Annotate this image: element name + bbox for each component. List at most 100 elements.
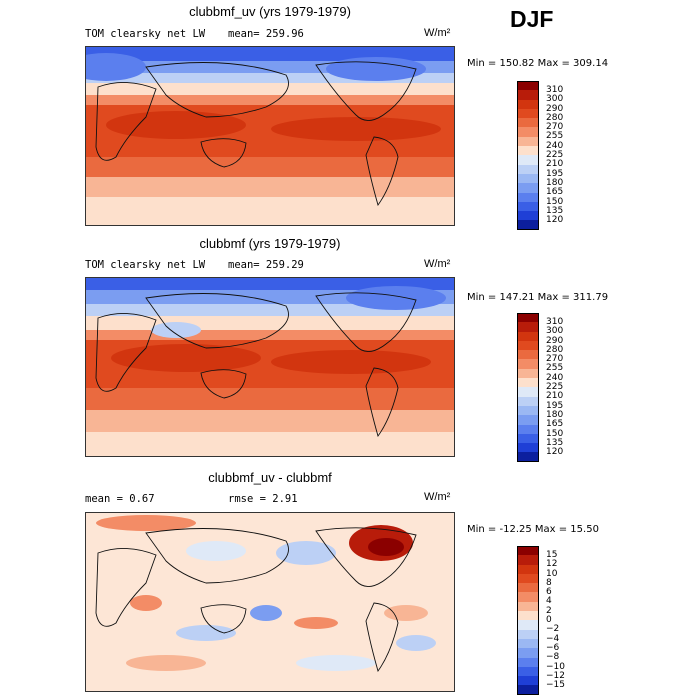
colorbar-swatch: [517, 676, 539, 686]
colorbar-tick-label: 6: [546, 587, 552, 598]
colorbar-tick-label: 195: [546, 400, 564, 411]
colorbar-tick-label: 270: [546, 122, 564, 133]
colorbar-swatch: [517, 90, 539, 100]
colorbar-swatch: [517, 666, 539, 677]
colorbar-swatch: [517, 433, 539, 444]
colorbar-swatch: [517, 211, 539, 221]
colorbar-tick-label: 120: [546, 215, 564, 226]
colorbar-tick-label: −4: [546, 633, 560, 644]
colorbar-swatch: [517, 592, 539, 602]
colorbar-swatch: [517, 192, 539, 202]
panel-3-colorbar: [517, 546, 539, 695]
colorbar-swatch: [517, 601, 539, 612]
panel-3-units: W/m²: [424, 491, 451, 503]
colorbar-swatch: [517, 99, 539, 109]
colorbar-swatch: [517, 164, 539, 174]
panel-2-units: W/m²: [424, 258, 451, 270]
colorbar-tick-label: 300: [546, 326, 564, 337]
colorbar-tick-label: 210: [546, 159, 564, 170]
panel-3-rmse-label: rmse = 2.91: [228, 493, 298, 505]
panel-1-colorbar: [517, 81, 539, 230]
colorbar-tick-label: 165: [546, 187, 564, 198]
colorbar-tick-label: 135: [546, 437, 564, 448]
colorbar-tick-label: 180: [546, 409, 564, 420]
colorbar-swatch: [517, 555, 539, 565]
panel-2-colorbar: [517, 313, 539, 462]
colorbar-tick-label: 225: [546, 382, 564, 393]
colorbar-swatch: [517, 629, 539, 639]
panel-1-map: [85, 46, 455, 226]
colorbar-tick-label: −12: [546, 670, 565, 681]
panel-3-map-svg: [86, 513, 454, 691]
panel-3-colorbar-ticks: 15 12 10 8 6 4 2 0 −2 −4 −6 −8 −10 −12 −15: [546, 550, 565, 691]
colorbar-swatch: [517, 108, 539, 119]
colorbar-swatch: [517, 331, 539, 341]
colorbar-swatch: [517, 220, 539, 230]
colorbar-swatch: [517, 452, 539, 462]
panel-1-map-svg: [86, 47, 454, 225]
colorbar-tick-label: −8: [546, 652, 560, 663]
colorbar-swatch: [517, 396, 539, 406]
colorbar-tick-label: 195: [546, 168, 564, 179]
colorbar-tick-label: 280: [546, 112, 564, 123]
colorbar-swatch: [517, 405, 539, 416]
colorbar-swatch: [517, 415, 539, 425]
panel-2-mean-label: mean= 259.29: [228, 259, 304, 271]
colorbar-tick-label: 8: [546, 577, 552, 588]
panel-1-mean-label: mean= 259.96: [228, 28, 304, 40]
colorbar-swatch: [517, 424, 539, 434]
colorbar-tick-label: 240: [546, 140, 564, 151]
panel-1-colorbar-ticks: 310 300 290 280 270 255 240 225 210 195 180 165 150 1…: [546, 85, 564, 226]
colorbar-tick-label: 120: [546, 447, 564, 458]
colorbar-swatch: [517, 173, 539, 184]
colorbar-swatch: [517, 340, 539, 351]
colorbar-tick-label: 225: [546, 150, 564, 161]
panel-3-minmax: Min = -12.25 Max = 15.50: [467, 524, 599, 535]
colorbar-tick-label: −15: [546, 680, 565, 691]
colorbar-swatch: [517, 155, 539, 165]
colorbar-swatch: [517, 378, 539, 388]
colorbar-swatch: [517, 136, 539, 147]
colorbar-swatch: [517, 359, 539, 369]
panel-1-units: W/m²: [424, 27, 451, 39]
colorbar-tick-label: −2: [546, 624, 560, 635]
colorbar-tick-label: 150: [546, 196, 564, 207]
colorbar-swatch: [517, 183, 539, 193]
panel-2-variable-label: TOM clearsky net LW: [85, 259, 206, 271]
colorbar-tick-label: 135: [546, 205, 564, 216]
colorbar-swatch: [517, 146, 539, 156]
colorbar-swatch: [517, 546, 539, 556]
colorbar-tick-label: 270: [546, 354, 564, 365]
colorbar-swatch: [517, 313, 539, 323]
colorbar-tick-label: 310: [546, 317, 564, 327]
colorbar-tick-label: 150: [546, 428, 564, 439]
panel-3-map: [85, 512, 455, 692]
colorbar-tick-label: 10: [546, 568, 558, 579]
colorbar-swatch: [517, 611, 539, 621]
colorbar-tick-label: 12: [546, 559, 558, 570]
colorbar-swatch: [517, 564, 539, 574]
colorbar-swatch: [517, 201, 539, 212]
colorbar-tick-label: 2: [546, 605, 552, 616]
colorbar-tick-label: 290: [546, 335, 564, 346]
colorbar-swatch: [517, 685, 539, 695]
panel-1-variable-label: TOM clearsky net LW: [85, 28, 206, 40]
colorbar-swatch: [517, 322, 539, 332]
colorbar-tick-label: 300: [546, 94, 564, 105]
colorbar-swatch: [517, 648, 539, 658]
colorbar-swatch: [517, 350, 539, 360]
colorbar-tick-label: 210: [546, 391, 564, 402]
colorbar-swatch: [517, 657, 539, 667]
season-label: DJF: [510, 6, 554, 32]
panel-3-title: clubbmf_uv - clubbmf: [208, 470, 332, 485]
colorbar-swatch: [517, 443, 539, 453]
colorbar-tick-label: 255: [546, 131, 564, 142]
colorbar-tick-label: 4: [546, 596, 552, 607]
colorbar-tick-label: −6: [546, 642, 560, 653]
colorbar-swatch: [517, 81, 539, 91]
colorbar-swatch: [517, 620, 539, 630]
colorbar-tick-label: 0: [546, 615, 552, 626]
panel-2-map: [85, 277, 455, 457]
panel-1-minmax: Min = 150.82 Max = 309.14: [467, 58, 609, 69]
colorbar-swatch: [517, 118, 539, 128]
